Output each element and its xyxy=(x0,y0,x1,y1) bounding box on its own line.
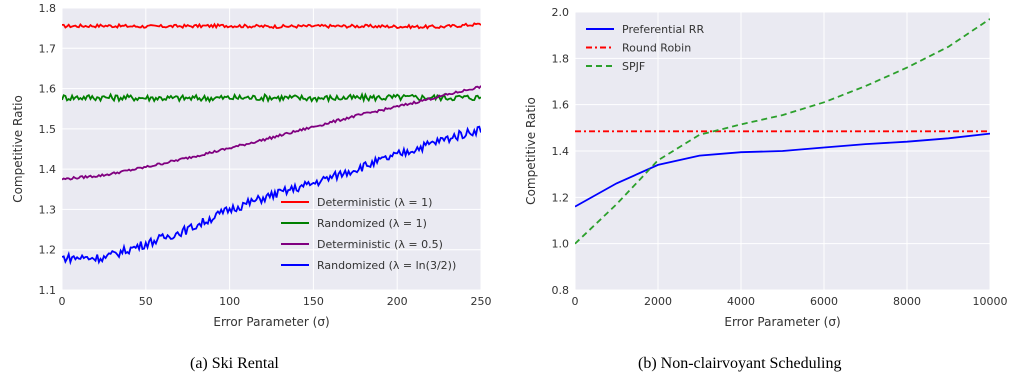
caption-scheduling: (b) Non-clairvoyant Scheduling xyxy=(638,355,842,372)
y-tick-label: 1.8 xyxy=(39,2,57,15)
y-axis-label: Competitive Ratio xyxy=(524,97,538,205)
y-axis-label: Competitive Ratio xyxy=(11,95,25,203)
series-line-deterministic-0-5 xyxy=(62,85,481,181)
y-tick-label: 1.0 xyxy=(552,238,570,251)
chart-scheduling: 0 2000 4000 6000 8000 10000 0.8 1.0 1.2 1.4 1.6 1.8… xyxy=(524,6,1008,329)
x-tick-label: 150 xyxy=(303,295,324,308)
x-tick-label: 2000 xyxy=(644,295,672,308)
y-tick-label: 1.6 xyxy=(39,83,57,96)
legend-label: Preferential RR xyxy=(622,23,704,36)
y-tick-label: 1.1 xyxy=(39,284,57,297)
series-line-randomized-ln-3-2 xyxy=(62,125,481,266)
y-tick-label: 1.3 xyxy=(39,203,57,216)
legend-label: SPJF xyxy=(622,60,645,73)
y-tick-label: 1.8 xyxy=(552,52,570,65)
x-tick-label: 0 xyxy=(572,295,579,308)
chart-ski-rental: 0 50 100 150 200 250 1.1 1.2 1.3 1.4 1.5 1.6 1.7 1.8 E… xyxy=(11,2,492,329)
x-tick-label: 0 xyxy=(59,295,66,308)
x-tick-label: 200 xyxy=(387,295,408,308)
y-tick-label: 1.2 xyxy=(39,244,57,257)
series-line-preferential-rr xyxy=(575,132,990,208)
series-line-randomized-1 xyxy=(62,91,481,104)
y-tick-label: 1.6 xyxy=(552,99,570,112)
x-axis-label: Error Parameter (σ) xyxy=(724,315,840,329)
x-axis-label: Error Parameter (σ) xyxy=(213,315,329,329)
y-tick-label: 1.5 xyxy=(39,123,57,136)
x-tick-label: 6000 xyxy=(810,295,838,308)
y-tick-label: 1.4 xyxy=(552,145,570,158)
legend-label: Round Robin xyxy=(622,42,691,55)
x-tick-label: 4000 xyxy=(727,295,755,308)
legend-label: Randomized (λ = ln(3/2)) xyxy=(317,259,456,272)
caption-ski-rental: (a) Ski Rental xyxy=(190,355,279,372)
y-tick-label: 2.0 xyxy=(552,6,570,19)
legend-label: Randomized (λ = 1) xyxy=(317,217,427,230)
x-tick-label: 8000 xyxy=(893,295,921,308)
plot-area xyxy=(62,8,481,290)
series-line-deterministic-1 xyxy=(62,22,481,30)
x-tick-label: 10000 xyxy=(973,295,1008,308)
x-tick-label: 100 xyxy=(219,295,240,308)
figure: 0 50 100 150 200 250 1.1 1.2 1.3 1.4 1.5 1.6 1.7 1.8 E… xyxy=(11,2,1008,329)
legend-label: Deterministic (λ = 1) xyxy=(317,196,432,209)
legend-label: Deterministic (λ = 0.5) xyxy=(317,238,443,251)
x-tick-label: 50 xyxy=(139,295,153,308)
y-tick-label: 1.4 xyxy=(39,163,57,176)
series-line-spjf xyxy=(575,18,990,245)
y-tick-label: 1.7 xyxy=(39,42,57,55)
y-tick-label: 0.8 xyxy=(552,284,570,297)
y-tick-label: 1.2 xyxy=(552,191,570,204)
x-tick-label: 250 xyxy=(471,295,492,308)
